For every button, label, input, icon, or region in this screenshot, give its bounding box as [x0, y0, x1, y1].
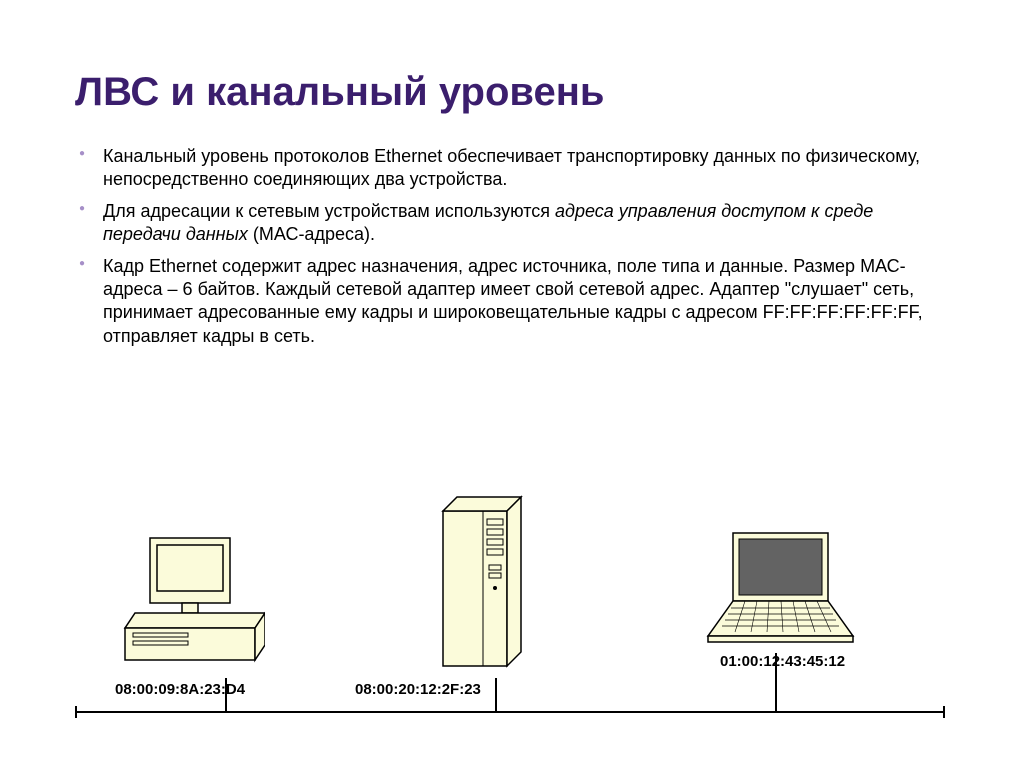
network-diagram: 08:00:09:8A:23:D4 08:00:20:12:2F:23 01:0… — [75, 468, 945, 718]
slide: ЛВС и канальный уровень Канальный уровен… — [0, 0, 1024, 768]
slide-title: ЛВС и канальный уровень — [75, 70, 949, 115]
mac-label-laptop: 01:00:12:43:45:12 — [720, 653, 845, 670]
bullet-item: Кадр Ethernet содержит адрес назначения,… — [75, 255, 949, 349]
laptop-icon — [705, 528, 855, 653]
mac-label-server: 08:00:20:12:2F:23 — [355, 681, 481, 698]
bus-line — [75, 711, 945, 713]
bullet-list: Канальный уровень протоколов Ethernet об… — [75, 145, 949, 348]
mac-label-desktop: 08:00:09:8A:23:D4 — [115, 681, 245, 698]
drop-line-server — [495, 678, 497, 713]
server-icon — [435, 493, 535, 678]
bullet-item: Для адресации к сетевым устройствам испо… — [75, 200, 949, 247]
bullet-item: Канальный уровень протоколов Ethernet об… — [75, 145, 949, 192]
desktop-icon — [115, 533, 265, 678]
